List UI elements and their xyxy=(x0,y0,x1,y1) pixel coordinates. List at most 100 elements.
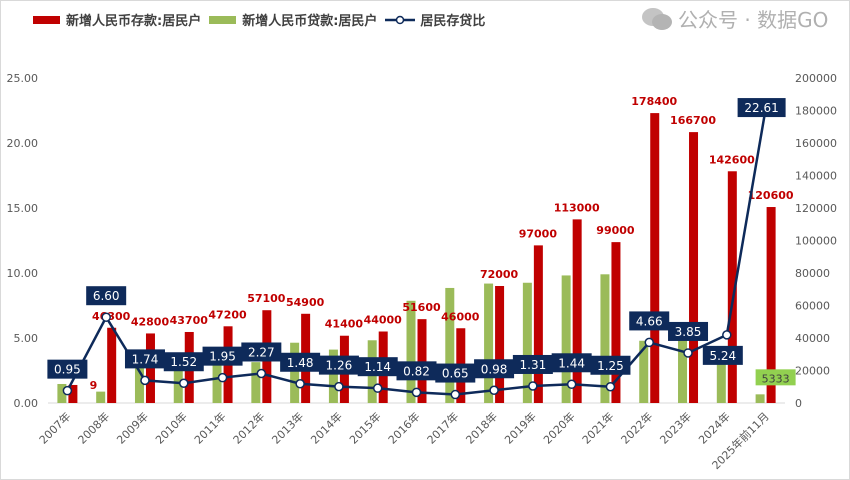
legend-item-ratio: 居民存贷比 xyxy=(385,10,485,29)
deposit-bar xyxy=(727,171,737,403)
loan-bar xyxy=(678,332,688,403)
left-axis-tick: 25.00 xyxy=(7,72,39,85)
deposit-data-label: 72000 xyxy=(480,268,519,281)
x-axis-tick: 2019年 xyxy=(502,409,539,446)
ratio-marker xyxy=(683,348,693,358)
deposit-data-label: 54900 xyxy=(286,296,325,309)
ratio-label-box xyxy=(318,355,359,375)
deposit-bar xyxy=(572,219,582,403)
ratio-data-label: 0.98 xyxy=(481,362,508,376)
ratio-label-box xyxy=(396,361,437,381)
ratio-marker xyxy=(566,379,577,390)
right-axis-tick: 60000 xyxy=(795,300,830,313)
ratio-data-label: 1.48 xyxy=(287,356,314,370)
ratio-marker xyxy=(140,375,150,386)
ratio-marker xyxy=(334,381,344,392)
deposit-data-label: 44000 xyxy=(364,314,403,327)
deposit-data-label: 97000 xyxy=(519,227,558,240)
deposit-bar xyxy=(107,327,117,403)
loan-label-box xyxy=(755,369,796,386)
ratio-label-box xyxy=(124,349,165,369)
ratio-label-box xyxy=(629,311,670,331)
x-axis-tick: 2022年 xyxy=(618,409,655,446)
legend-label: 新增人民币贷款:居民户 xyxy=(242,14,378,29)
ratio-marker xyxy=(605,382,616,392)
deposit-bar xyxy=(417,319,427,403)
legend: 新增人民币存款:居民户 新增人民币贷款:居民户 居民存贷比 xyxy=(33,10,493,29)
loan-bar xyxy=(639,340,649,403)
right-axis-tick: 100000 xyxy=(795,235,837,248)
loan-bar xyxy=(96,391,106,403)
ratio-marker xyxy=(295,379,305,389)
right-axis-tick: 40000 xyxy=(795,332,830,345)
loan-bar xyxy=(406,300,416,403)
loan-bar xyxy=(173,356,183,403)
ratio-marker xyxy=(62,385,73,396)
ratio-label-box xyxy=(357,357,398,377)
loan-data-label: 5333 xyxy=(762,372,790,385)
deposit-data-label: 51600 xyxy=(402,301,441,314)
ratio-label-box xyxy=(668,321,709,341)
x-axis-tick: 2024年 xyxy=(695,409,732,446)
loan-bar xyxy=(57,383,67,403)
ratio-label-box xyxy=(280,352,321,372)
deposit-data-label: 120600 xyxy=(748,189,794,202)
watermark-text: 公众号 · 数据GO xyxy=(678,8,829,32)
right-axis-tick: 180000 xyxy=(795,105,837,118)
left-axis-tick: 5.00 xyxy=(14,332,39,345)
ratio-marker xyxy=(450,389,461,400)
ratio-label-box xyxy=(47,359,88,379)
loan-bar xyxy=(716,358,726,403)
ratio-label-box xyxy=(590,355,631,375)
right-axis-tick: 80000 xyxy=(795,267,830,280)
ratio-marker xyxy=(217,372,228,383)
legend-item-loan: 新增人民币贷款:居民户 xyxy=(209,10,377,29)
x-axis-tick: 2009年 xyxy=(114,409,151,446)
ratio-label-box xyxy=(435,363,476,383)
loan-bar xyxy=(212,363,222,403)
deposit-data-label: 113000 xyxy=(554,201,600,214)
ratio-data-label: 0.82 xyxy=(403,364,430,378)
ratio-data-label: 1.31 xyxy=(520,358,547,372)
deposit-data-label: 46300 xyxy=(92,310,131,323)
ratio-data-label: 1.95 xyxy=(209,350,236,364)
left-axis-tick: 10.00 xyxy=(7,267,39,280)
deposit-data-label: 47200 xyxy=(208,308,247,321)
x-axis-tick: 2023年 xyxy=(657,409,694,446)
ratio-data-label: 1.25 xyxy=(597,359,624,373)
ratio-data-label: 0.65 xyxy=(442,367,469,381)
deposit-data-label: 9 xyxy=(90,379,98,392)
deposit-data-label: 42800 xyxy=(131,315,170,328)
ratio-data-label: 1.44 xyxy=(558,356,585,370)
loan-bar xyxy=(445,287,455,403)
x-axis-tick: 2020年 xyxy=(540,409,577,446)
deposit-data-label: 178400 xyxy=(631,95,677,108)
deposit-bar xyxy=(495,286,505,403)
left-axis-tick: 0.00 xyxy=(14,397,39,410)
loan-bar xyxy=(755,394,765,403)
x-axis-tick: 2013年 xyxy=(269,409,306,446)
legend-label: 居民存贷比 xyxy=(420,14,486,29)
deposit-bar xyxy=(68,384,78,403)
x-axis-tick: 2016年 xyxy=(385,409,422,446)
ratio-data-label: 1.52 xyxy=(170,355,197,369)
ratio-data-label: 6.60 xyxy=(93,289,120,303)
right-axis-tick: 200000 xyxy=(795,72,837,85)
ratio-marker xyxy=(489,385,499,396)
loan-bar xyxy=(600,274,610,403)
legend-swatch xyxy=(33,15,60,24)
ratio-data-label: 0.95 xyxy=(54,363,81,377)
right-axis-tick: 20000 xyxy=(795,365,830,378)
ratio-marker xyxy=(644,337,654,348)
x-axis-tick: 2018年 xyxy=(463,409,500,446)
left-axis-tick: 15.00 xyxy=(7,202,39,215)
x-axis-tick: 2015年 xyxy=(346,409,383,446)
loan-bar xyxy=(328,349,338,403)
x-axis-tick: 2014年 xyxy=(308,409,345,446)
ratio-marker xyxy=(101,312,111,322)
loan-bar xyxy=(290,342,300,403)
right-axis-tick: 140000 xyxy=(795,170,837,183)
ratio-label-box xyxy=(241,342,282,362)
deposit-bar xyxy=(766,207,776,403)
